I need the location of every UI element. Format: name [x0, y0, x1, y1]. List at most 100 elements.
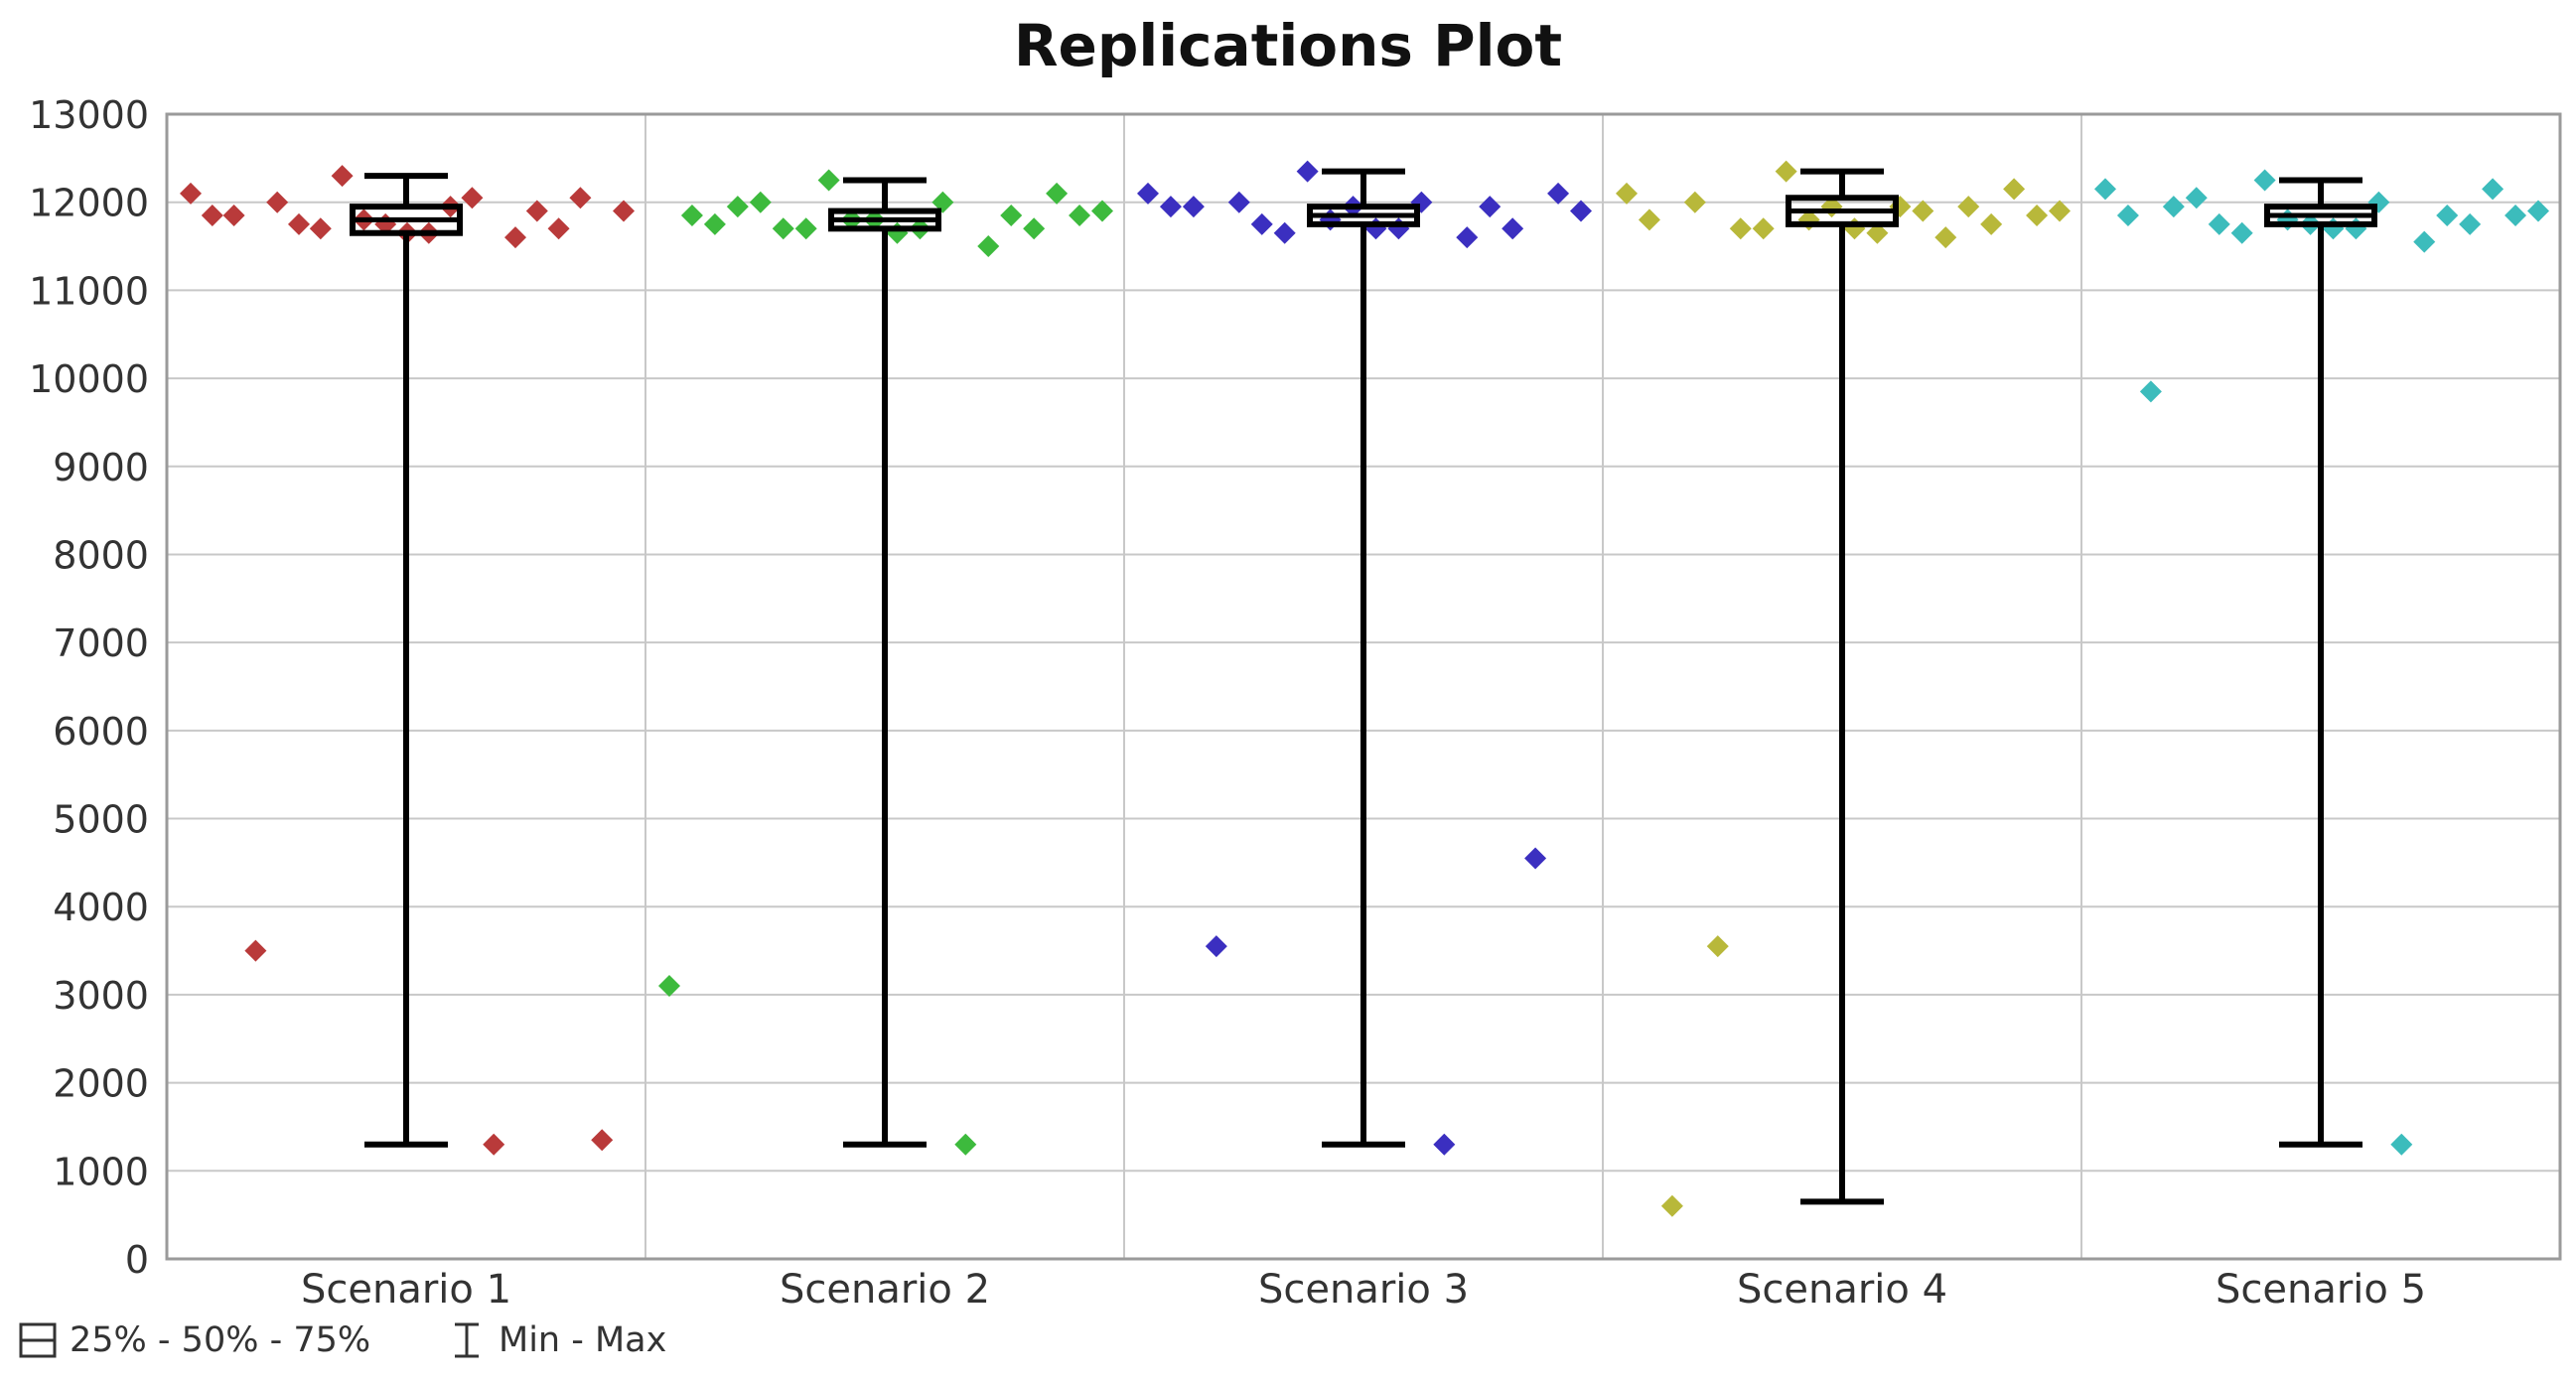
data-point [461, 187, 484, 209]
data-point [2208, 212, 2230, 235]
data-point [794, 217, 817, 240]
data-point [1729, 217, 1752, 240]
y-tick-label: 3000 [53, 974, 149, 1018]
data-point [977, 235, 1000, 258]
x-tick-label: Scenario 3 [1258, 1267, 1469, 1313]
data-point [591, 1129, 614, 1152]
data-point [1387, 217, 1410, 240]
data-point [2276, 208, 2299, 231]
plot-border [165, 112, 2562, 1261]
data-point [1616, 182, 1638, 205]
data-point [1205, 935, 1227, 958]
x-tick-label: Scenario 4 [1737, 1267, 1947, 1313]
data-point [1000, 204, 1023, 226]
data-point [1159, 196, 1182, 218]
data-point [1319, 208, 1342, 231]
data-point [1046, 182, 1069, 205]
x-tick-label: Scenario 5 [2216, 1267, 2426, 1313]
data-point [1957, 196, 1980, 218]
data-point [658, 975, 680, 998]
data-point [1843, 217, 1866, 240]
data-point [2026, 204, 2049, 226]
data-point [1524, 847, 1547, 870]
data-point [1296, 160, 1319, 183]
data-point [547, 217, 570, 240]
data-point [1091, 200, 1113, 222]
data-point [483, 1133, 505, 1156]
chart-title: Replications Plot [1013, 12, 1563, 79]
data-point [1479, 196, 1502, 218]
min-max-whisker-icon [455, 1322, 479, 1358]
x-tick-label: Scenario 1 [301, 1267, 511, 1313]
legend-label-min-max: Min - Max [499, 1320, 667, 1360]
data-point [817, 169, 840, 192]
legend-label-quartiles: 25% - 50% - 75% [70, 1320, 371, 1360]
data-point [1182, 196, 1205, 218]
data-point [1250, 212, 1273, 235]
data-point [2185, 187, 2208, 209]
data-point [1660, 1194, 1683, 1217]
data-point [2504, 204, 2527, 226]
data-point [1683, 191, 1706, 213]
data-point [1706, 935, 1729, 958]
y-tick-label: 6000 [53, 710, 149, 754]
data-point [2413, 230, 2436, 253]
y-tick-label: 1000 [53, 1150, 149, 1193]
data-point [504, 226, 526, 249]
data-point [680, 204, 703, 226]
data-point [2049, 200, 2071, 222]
data-point [1980, 212, 2003, 235]
data-point [1410, 191, 1433, 213]
data-point [2162, 196, 2185, 218]
y-tick-label: 0 [125, 1238, 149, 1282]
y-tick-label: 8000 [53, 533, 149, 577]
data-point [2003, 178, 2026, 201]
data-point [2094, 178, 2116, 201]
data-point [569, 187, 592, 209]
data-point [1456, 226, 1479, 249]
data-point [1866, 221, 1889, 244]
legend-item-quartiles: 25% - 50% - 75% [18, 1320, 370, 1360]
data-point [1227, 191, 1250, 213]
data-point [2253, 169, 2276, 192]
data-point [886, 221, 909, 244]
data-point [703, 212, 726, 235]
data-point [2116, 204, 2139, 226]
data-point [2139, 380, 2162, 403]
data-point [2459, 212, 2482, 235]
data-point [1752, 217, 1775, 240]
data-point [1912, 200, 1934, 222]
data-point [1934, 226, 1957, 249]
y-tick-label: 13000 [29, 93, 149, 137]
data-point [525, 200, 548, 222]
y-tick-label: 10000 [29, 357, 149, 401]
data-point [749, 191, 772, 213]
data-point [331, 165, 354, 188]
data-point [2345, 217, 2367, 240]
data-point [1502, 217, 1524, 240]
data-point [309, 217, 332, 240]
data-point [613, 200, 635, 222]
data-point [1137, 182, 1159, 205]
box-quartile-icon [19, 1322, 57, 1358]
data-point [244, 939, 267, 962]
y-tick-label: 4000 [53, 886, 149, 929]
data-point [726, 196, 749, 218]
y-tick-label: 5000 [53, 798, 149, 842]
y-tick-label: 2000 [53, 1062, 149, 1106]
data-point [288, 212, 310, 235]
data-point [1023, 217, 1046, 240]
data-point [2527, 200, 2549, 222]
x-tick-label: Scenario 2 [780, 1267, 990, 1313]
data-point [201, 204, 223, 226]
legend-item-min-max: Min - Max [447, 1320, 666, 1360]
data-point [2230, 221, 2253, 244]
y-tick-label: 7000 [53, 622, 149, 665]
data-point [931, 191, 954, 213]
data-point [1069, 204, 1091, 226]
data-point [1638, 208, 1660, 231]
data-point [180, 182, 202, 205]
data-point [2436, 204, 2459, 226]
